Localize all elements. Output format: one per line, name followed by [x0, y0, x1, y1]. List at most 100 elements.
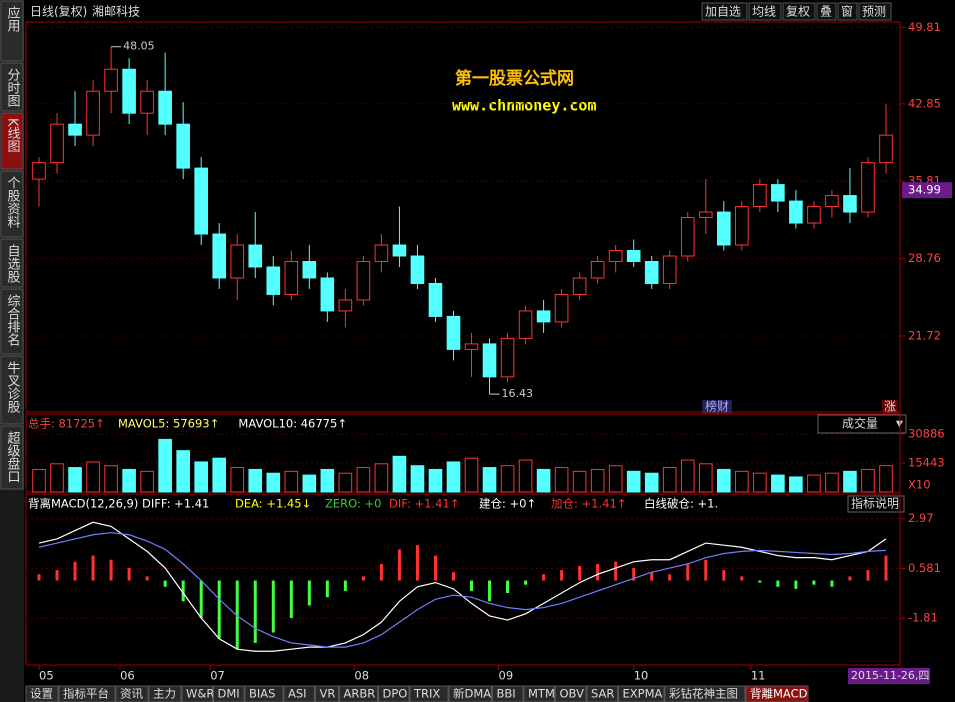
indicator-tab-label: VR: [320, 687, 336, 701]
indicator-tab-label: DPO: [383, 687, 408, 701]
indicator-tab[interactable]: [148, 685, 182, 702]
indicator-help[interactable]: [847, 495, 905, 513]
volume-bar: [68, 467, 82, 493]
toolbar-button[interactable]: [837, 2, 858, 21]
sidebar-tab[interactable]: [0, 425, 24, 490]
volume-bar: [122, 468, 136, 493]
candle-body: [176, 123, 190, 169]
toolbar-button[interactable]: [748, 2, 782, 21]
indicator-tab-label: 设置: [30, 687, 53, 701]
indicator-tab[interactable]: [745, 685, 809, 702]
indicator-tab[interactable]: [523, 685, 555, 702]
indicator-tab[interactable]: [586, 685, 618, 702]
volume-bar: [50, 463, 64, 493]
badge-text: 涨: [884, 399, 896, 414]
indicator-tab-label: 背離MACD: [750, 687, 808, 701]
indicator-tab-label: ASI: [288, 687, 307, 701]
indicator-tab[interactable]: [25, 685, 59, 702]
candle-body: [825, 195, 839, 208]
indicator-tab-label: EXPMA: [623, 687, 663, 701]
indicator-tab[interactable]: [492, 685, 524, 702]
toolbar-button[interactable]: [816, 2, 837, 21]
sidebar-tab-label: 应用: [5, 5, 21, 33]
sidebar-tab[interactable]: [0, 112, 24, 170]
macd-line: [38, 532, 887, 648]
volume-bar: [32, 468, 46, 493]
candle-body: [662, 255, 677, 284]
y-tick-label: 30886: [908, 426, 945, 440]
toolbar-button[interactable]: [858, 2, 892, 21]
candle-body: [302, 260, 317, 279]
legend-text: 总手: 81725↑: [28, 417, 105, 431]
indicator-tab-label: W&R: [186, 687, 214, 701]
indicator-tab[interactable]: [58, 685, 116, 702]
indicator-tab-label: 彩钻花神主图: [669, 687, 738, 701]
indicator-tab-label: TRIX: [413, 687, 440, 701]
candle-body: [122, 68, 136, 114]
volume-bar: [608, 465, 623, 493]
volume-bar: [428, 468, 443, 493]
indicator-tab[interactable]: [339, 685, 378, 702]
watermark-url: www.chnmoney.com: [452, 97, 597, 115]
indicator-tab-label: SAR: [591, 687, 614, 701]
candle-body: [482, 343, 497, 378]
sidebar-tab[interactable]: [0, 288, 24, 355]
candle-body: [446, 315, 461, 350]
volume-bar: [482, 467, 497, 493]
sidebar-tab[interactable]: [0, 170, 24, 238]
volume-bar: [374, 463, 389, 493]
indicator-tab[interactable]: [448, 685, 492, 702]
indicator-help-label: 指标说明: [851, 496, 899, 511]
indicator-tab[interactable]: [283, 685, 315, 702]
candle-body: [50, 123, 64, 164]
legend-text: 加仓: +1.41↑: [551, 497, 626, 511]
indicator-tab[interactable]: [181, 685, 213, 702]
candle-body: [626, 250, 641, 262]
indicator-tab[interactable]: [315, 685, 339, 702]
sidebar-tab[interactable]: [0, 238, 24, 288]
candle-body: [356, 260, 371, 301]
candle-body: [212, 233, 227, 279]
indicator-tab[interactable]: [244, 685, 284, 702]
volume-bar: [843, 470, 857, 493]
toolbar-button-label: 叠: [820, 5, 832, 19]
sidebar-tab-label: 综合排名: [5, 294, 21, 346]
sidebar-tab[interactable]: [0, 355, 24, 425]
toolbar-button[interactable]: [701, 2, 748, 21]
stock-name: 湘邮科技: [92, 4, 140, 19]
sidebar-tab[interactable]: [0, 62, 24, 112]
volume-bar: [104, 465, 118, 493]
y-tick-label: 2.97: [908, 511, 934, 525]
legend-text: 白线破仓: +1.: [644, 497, 718, 511]
candle-body: [158, 90, 172, 125]
legend-text: ZERO: +0: [325, 497, 381, 511]
x-tick-label: 07: [210, 669, 225, 683]
volume-bar: [500, 465, 515, 493]
indicator-tab[interactable]: [618, 685, 665, 702]
toolbar-button[interactable]: [782, 2, 816, 21]
legend-text: 建仓: +0↑: [479, 497, 536, 511]
sidebar-tab-label: 牛叉诊股: [5, 361, 21, 414]
indicator-tab[interactable]: [378, 685, 410, 702]
indicator-tab[interactable]: [409, 685, 449, 702]
date-label: 2015-11-26,四: [851, 669, 929, 682]
candle-body: [284, 260, 299, 295]
badge: [882, 400, 898, 414]
toolbar-button-label: 均线: [752, 5, 776, 19]
legend-text: MAVOL10: 46775↑: [238, 417, 347, 431]
indicator-tab[interactable]: [115, 685, 149, 702]
candle-body: [68, 123, 82, 136]
volume-bar: [446, 461, 461, 493]
candle-body: [879, 134, 893, 164]
sidebar-tab[interactable]: [0, 0, 24, 62]
indicator-tab[interactable]: [555, 685, 587, 702]
indicator-select[interactable]: [817, 414, 907, 434]
y-tick-label: 28.76: [908, 251, 941, 265]
indicator-tab[interactable]: [664, 685, 746, 702]
indicator-tab[interactable]: [213, 685, 245, 702]
indicator-tab-label: OBV: [560, 687, 585, 701]
volume-bar: [464, 457, 479, 493]
candle-body: [140, 90, 154, 114]
y-tick-label: 0.581: [908, 561, 941, 575]
candle-body: [464, 343, 479, 350]
